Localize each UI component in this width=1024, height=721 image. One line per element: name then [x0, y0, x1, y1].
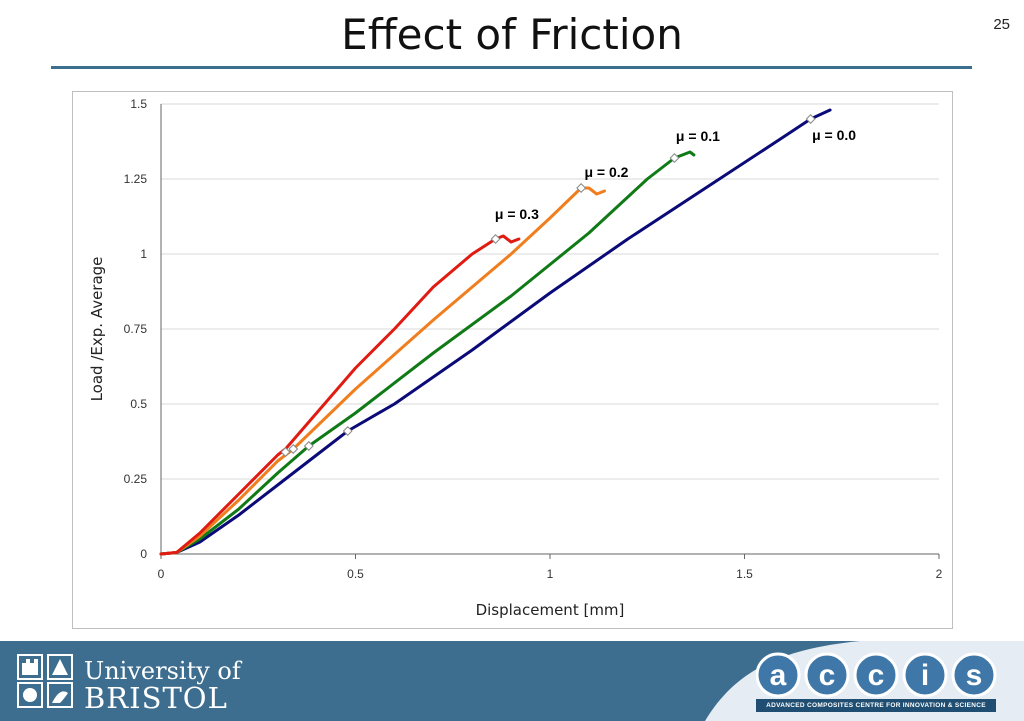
series-marker-1: [303, 441, 314, 451]
y-tick-label: 1.5: [130, 97, 147, 111]
series-label-3: μ = 0.3: [495, 206, 539, 222]
series-line-1: [159, 150, 696, 556]
accis-letter: a: [770, 659, 787, 692]
series-label-0: μ = 0.0: [812, 127, 856, 143]
series-marker-2: [288, 444, 299, 454]
series-line-3: [159, 234, 521, 556]
series-marker-3: [280, 447, 291, 457]
series-marker-2: [576, 183, 587, 193]
university-name-line2: BRISTOL: [84, 681, 228, 715]
accis-letter: c: [868, 659, 885, 692]
accis-tagline: ADVANCED COMPOSITES CENTRE FOR INNOVATIO…: [756, 699, 996, 712]
y-axis-label: Load /Exp. Average: [88, 257, 106, 402]
title-divider: [51, 66, 972, 69]
x-tick-label: 1.5: [736, 567, 753, 581]
y-tick-label: 0.5: [130, 397, 147, 411]
series-line-2: [159, 186, 606, 556]
university-crest-icon: [17, 654, 73, 708]
accis-letter-circle: [951, 652, 997, 698]
x-tick-label: 1: [547, 567, 554, 581]
series-label-2: μ = 0.2: [584, 164, 628, 180]
accis-letter-circle: [756, 652, 801, 698]
accis-letter: i: [921, 659, 929, 692]
series-label-1: μ = 0.1: [676, 128, 720, 144]
y-tick-label: 1.25: [124, 172, 148, 186]
friction-chart: 0 0.25 0.5 0.75 1 1.25 1.5 0 0.5 1 1.5 2 Displacemen…: [88, 97, 943, 619]
accis-letter: c: [819, 659, 836, 692]
series-marker-0: [342, 426, 353, 436]
slide-title: Effect of Friction: [341, 10, 683, 59]
x-tick-label: 0: [158, 567, 165, 581]
series-marker-3: [490, 234, 501, 244]
y-tick-label: 1: [140, 247, 147, 261]
chart-frame: 0 0.25 0.5 0.75 1 1.25 1.5 0 0.5 1 1.5 2 Displacemen…: [72, 91, 953, 629]
x-tick-label: 2: [936, 567, 943, 581]
x-tick-label: 0.5: [347, 567, 364, 581]
slide-number: 25: [993, 16, 1010, 33]
x-axis-label: Displacement [mm]: [476, 601, 625, 619]
accis-letter-circle: [804, 652, 850, 698]
accis-letter: s: [966, 659, 983, 692]
series-marker-1: [669, 153, 680, 163]
accis-letter-circle: [853, 652, 899, 698]
university-name-line1: University of: [84, 657, 241, 685]
series-marker-0: [805, 114, 816, 124]
y-tick-label: 0.75: [124, 322, 148, 336]
y-tick-label: 0: [140, 547, 147, 561]
accis-letter-circle: [902, 652, 948, 698]
series-line-0: [159, 108, 832, 556]
y-tick-label: 0.25: [124, 472, 148, 486]
